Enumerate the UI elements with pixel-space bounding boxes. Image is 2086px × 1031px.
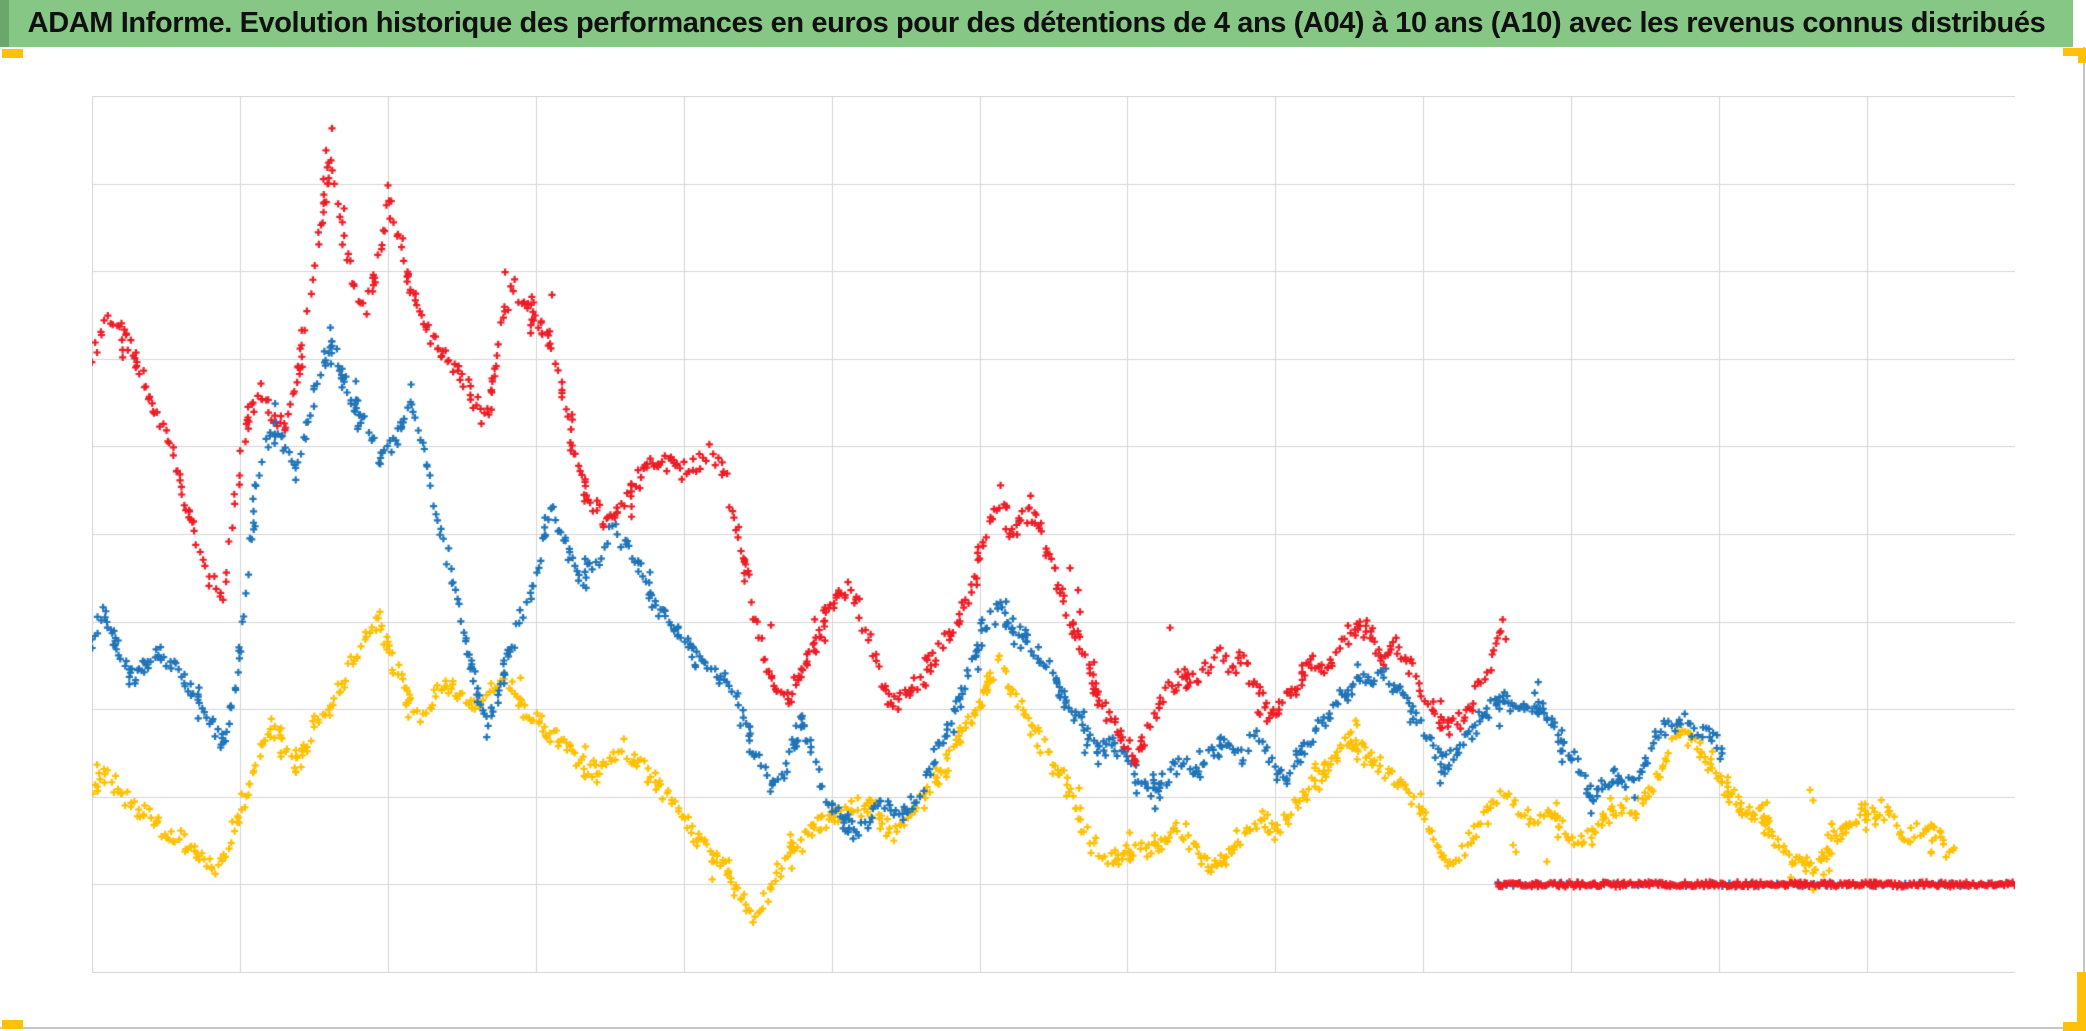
corner-accent-bottom-right-vertical [2077, 972, 2086, 1031]
corner-accent-top-left [2, 49, 23, 58]
page-edge-bottom [0, 1027, 2086, 1029]
title-left-accent [0, 0, 9, 47]
performance-scatter-chart [92, 96, 2015, 973]
corner-accent-top-right [2063, 48, 2086, 56]
title-bar: ADAM Informe. Evolution historique des p… [0, 0, 2073, 47]
page-title: ADAM Informe. Evolution historique des p… [27, 7, 2046, 39]
page-edge-right [2083, 47, 2085, 1031]
corner-accent-bottom-right [2063, 1022, 2086, 1031]
corner-accent-bottom-left [2, 1020, 23, 1029]
corner-accent-top-right-vertical [2078, 48, 2086, 63]
chart-plot-area [92, 96, 2015, 973]
